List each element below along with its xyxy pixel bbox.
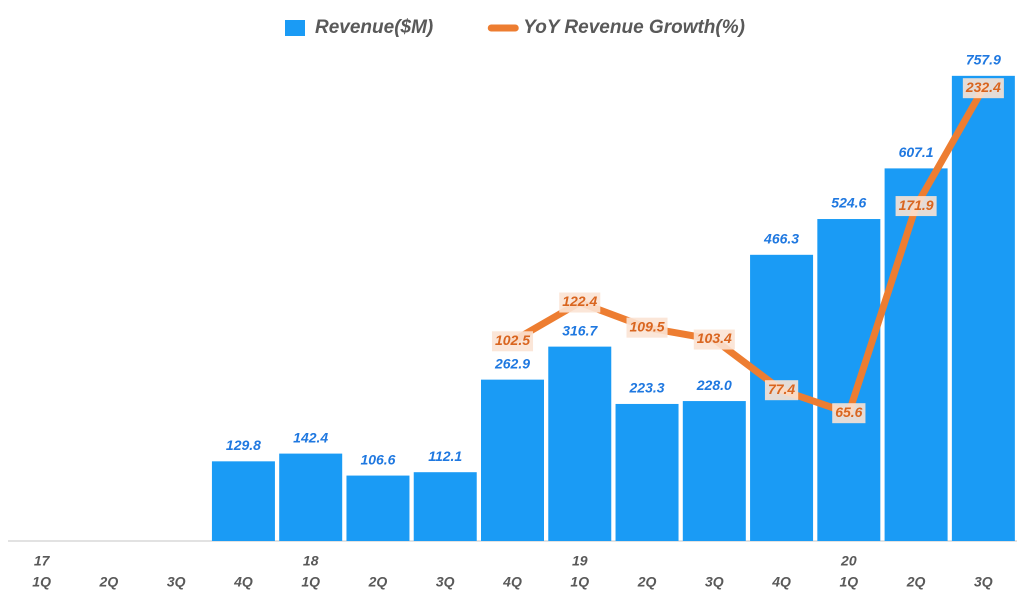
line-value-text: 232.4 xyxy=(965,79,1001,95)
bar-value-label: 262.9 xyxy=(494,355,530,371)
legend-label: Revenue($M) xyxy=(315,17,433,38)
line-value-label: 102.5 xyxy=(491,331,534,352)
x-tick-label: 3Q xyxy=(436,574,455,590)
line-value-text: 102.5 xyxy=(495,332,530,348)
line-value-label: 77.4 xyxy=(764,380,799,401)
label-box xyxy=(626,317,668,338)
bar-value-label: 757.9 xyxy=(966,52,1001,68)
bar xyxy=(615,403,679,541)
line-value-text: 171.9 xyxy=(899,197,934,213)
label-box xyxy=(895,196,937,217)
bar-value-label: 466.3 xyxy=(763,231,799,247)
bar-value-label: 106.6 xyxy=(360,451,395,467)
line-value-label: 171.9 xyxy=(895,196,937,217)
bar-value-label: 112.1 xyxy=(428,448,462,464)
label-box xyxy=(962,78,1004,99)
x-tick-label: 1Q xyxy=(301,574,320,590)
line-value-label: 103.4 xyxy=(693,329,735,350)
line-value-text: 103.4 xyxy=(697,330,732,346)
label-box xyxy=(559,292,601,313)
x-tick-label: 1Q xyxy=(839,574,858,590)
x-group-label: 18 xyxy=(303,553,319,569)
x-tick-label: 1Q xyxy=(32,574,51,590)
bar xyxy=(817,219,881,542)
line-value-label: 109.5 xyxy=(626,317,668,338)
x-group-label: 20 xyxy=(840,553,857,569)
bar-value-label: 228.0 xyxy=(696,377,732,393)
bar-value-label: 223.3 xyxy=(629,380,665,396)
x-tick-label: 1Q xyxy=(570,574,589,590)
line-value-label: 232.4 xyxy=(962,78,1004,99)
x-tick-label: 3Q xyxy=(167,574,186,590)
bar-value-label: 129.8 xyxy=(226,437,261,453)
bar xyxy=(548,346,612,541)
bar xyxy=(884,168,948,541)
label-box xyxy=(693,329,735,350)
x-tick-label: 4Q xyxy=(233,574,253,590)
x-tick-label: 4Q xyxy=(502,574,522,590)
line-value-label: 122.4 xyxy=(559,292,601,313)
bar-value-label: 524.6 xyxy=(831,195,866,211)
x-group-label: 19 xyxy=(572,553,588,569)
x-tick-label: 3Q xyxy=(974,574,993,590)
bar xyxy=(481,379,544,541)
line-value-text: 122.4 xyxy=(562,293,597,309)
x-tick-label: 4Q xyxy=(771,574,791,590)
bar xyxy=(279,453,343,541)
x-tick-label: 2Q xyxy=(368,574,388,590)
bar-value-label: 316.7 xyxy=(562,322,598,338)
line-value-text: 109.5 xyxy=(630,318,665,334)
bar xyxy=(413,472,477,541)
label-box xyxy=(491,331,534,352)
legend-swatch xyxy=(285,20,305,36)
line-value-text: 65.6 xyxy=(835,404,862,420)
bar-value-label: 142.4 xyxy=(293,429,328,445)
x-tick-label: 2Q xyxy=(906,574,926,590)
bar xyxy=(682,401,746,541)
x-group-label: 17 xyxy=(34,553,51,569)
legend-label: YoY Revenue Growth(%) xyxy=(523,17,745,38)
label-box xyxy=(832,403,866,424)
bar xyxy=(211,461,275,541)
bar xyxy=(346,475,410,541)
bar-value-label: 607.1 xyxy=(899,144,934,160)
x-tick-label: 3Q xyxy=(705,574,724,590)
bar xyxy=(951,75,1015,542)
label-box xyxy=(764,380,799,401)
x-tick-label: 2Q xyxy=(99,574,119,590)
line-value-label: 65.6 xyxy=(832,403,866,424)
line-value-text: 77.4 xyxy=(768,381,795,397)
x-tick-label: 2Q xyxy=(637,574,657,590)
